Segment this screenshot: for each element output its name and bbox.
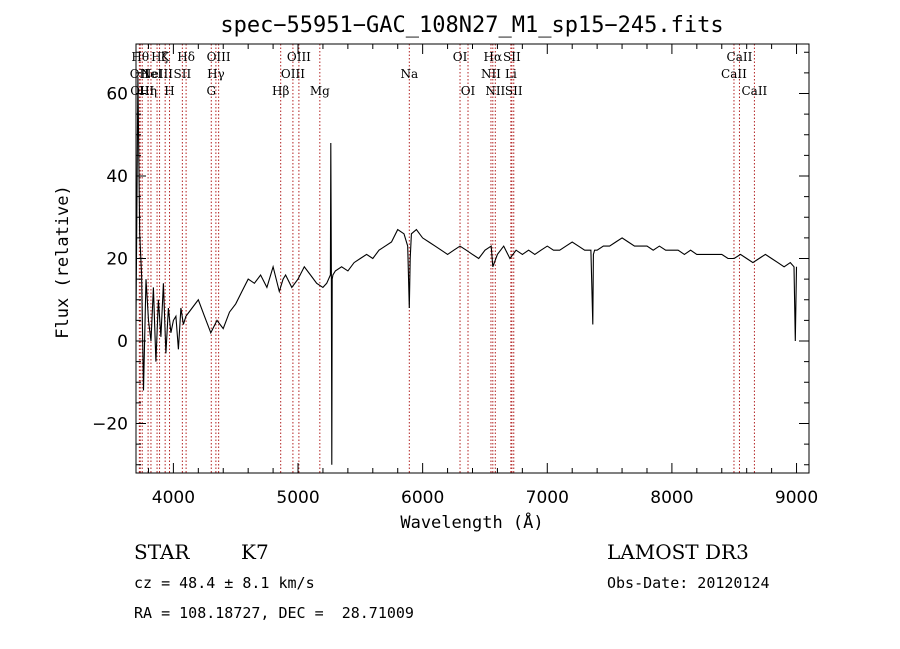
x-tick-label: 6000	[401, 488, 444, 508]
line-label-19: OI	[453, 50, 468, 64]
redshift-text: cz = 48.4 ± 8.1 km/s	[134, 574, 315, 592]
object-subclass: K7	[241, 540, 269, 564]
survey-label: LAMOST DR3	[607, 540, 749, 564]
line-markers	[138, 44, 755, 473]
y-axis-ticks: −20 0 20 40 60	[92, 51, 809, 466]
line-label-25: SII	[503, 50, 521, 64]
x-tick-label: 4000	[152, 488, 195, 508]
radec-text: RA = 108.18727, DEC = 28.71009	[134, 604, 414, 622]
line-label-3: Hη	[139, 84, 157, 98]
line-label-11: G	[206, 84, 216, 98]
line-label-27: CaII	[721, 67, 747, 81]
y-axis-label: Flux (relative)	[53, 185, 73, 339]
line-label-4: HeI	[140, 67, 163, 81]
line-label-26: SII	[505, 84, 523, 98]
x-tick-label: 9000	[775, 488, 818, 508]
line-label-13: OIII	[207, 50, 231, 64]
x-tick-label: 8000	[650, 488, 693, 508]
y-tick-label: 40	[106, 167, 128, 187]
line-marker-labels: OIIHθOIIIHηHeINeIIIHζKHSIIHδGHγOIIIHβOII…	[130, 50, 768, 98]
y-tick-label: 0	[117, 332, 128, 352]
line-label-8: H	[164, 84, 174, 98]
line-label-17: Mg	[310, 84, 330, 98]
x-tick-label: 5000	[276, 488, 319, 508]
line-label-12: Hγ	[207, 67, 225, 81]
line-label-29: CaII	[741, 84, 767, 98]
line-label-0: OII	[130, 67, 150, 81]
chart-title: spec−55951−GAC_108N27_M1_sp15−245.fits	[220, 13, 723, 38]
y-tick-label: 60	[106, 85, 128, 105]
line-label-23: NII	[485, 84, 505, 98]
line-label-28: CaII	[727, 50, 753, 64]
line-label-24: Li	[505, 67, 517, 81]
plot-frame	[135, 43, 810, 474]
line-label-9: SII	[174, 67, 192, 81]
spectrum-line	[135, 76, 798, 465]
line-label-22: Hα	[484, 50, 503, 64]
x-tick-label: 7000	[526, 488, 569, 508]
line-label-20: OI	[461, 84, 476, 98]
x-axis-label: Wavelength (Å)	[400, 511, 543, 533]
obs-date-text: Obs-Date: 20120124	[607, 574, 770, 592]
y-tick-label: −20	[92, 415, 128, 435]
line-label-16: OIII	[287, 50, 311, 64]
line-label-7: K	[161, 50, 171, 64]
line-label-5: NeIII	[141, 67, 173, 81]
object-class: STAR	[134, 540, 190, 564]
line-label-10: Hδ	[177, 50, 195, 64]
y-tick-label: 20	[106, 250, 128, 270]
line-label-6: Hζ	[151, 50, 168, 64]
line-label-21: NII	[481, 67, 501, 81]
line-label-15: OIII	[281, 67, 305, 81]
x-axis-ticks: 4000 5000 6000 7000 8000 9000	[147, 44, 818, 508]
line-label-18: Na	[400, 67, 418, 81]
line-label-14: Hβ	[272, 84, 289, 98]
